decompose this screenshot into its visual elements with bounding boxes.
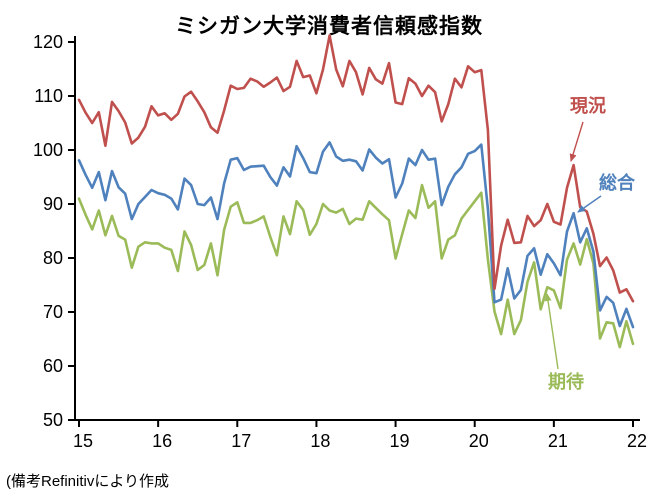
annotation-label-composite: 総合 xyxy=(599,172,636,193)
series-line-current xyxy=(77,34,635,303)
x-tick-label: 22 xyxy=(627,431,647,451)
chart-title: ミシガン大学消費者信頼感指数 xyxy=(175,15,483,38)
x-tick-label: 17 xyxy=(231,431,251,451)
y-tick-label: 50 xyxy=(43,410,63,430)
y-tick-label: 90 xyxy=(43,194,63,214)
annotation-arrow-composite xyxy=(577,195,602,213)
annotation-arrow-expectations xyxy=(544,293,559,370)
y-tick-label: 100 xyxy=(33,140,63,160)
y-tick-label: 70 xyxy=(43,302,63,322)
annotation-arrow-current xyxy=(569,121,584,162)
x-tick-label: 18 xyxy=(310,431,330,451)
x-tick-label: 15 xyxy=(73,431,93,451)
axes xyxy=(74,36,640,421)
y-tick-label: 60 xyxy=(43,356,63,376)
y-tick-label: 110 xyxy=(34,86,63,106)
annotation-label-current: 現況 xyxy=(570,95,606,116)
x-tick-label: 19 xyxy=(390,431,410,451)
y-tick-label: 120 xyxy=(33,32,63,52)
source-note: (備考Refinitivにより作成 xyxy=(6,473,170,490)
series-line-composite xyxy=(77,141,635,329)
x-tick-label: 20 xyxy=(469,431,489,451)
x-tick-label: 21 xyxy=(548,431,568,451)
series-line-expectations xyxy=(77,183,635,349)
x-tick-label: 16 xyxy=(152,431,172,451)
y-tick-label: 80 xyxy=(43,248,63,268)
annotation-label-expectations: 期待 xyxy=(548,371,584,392)
